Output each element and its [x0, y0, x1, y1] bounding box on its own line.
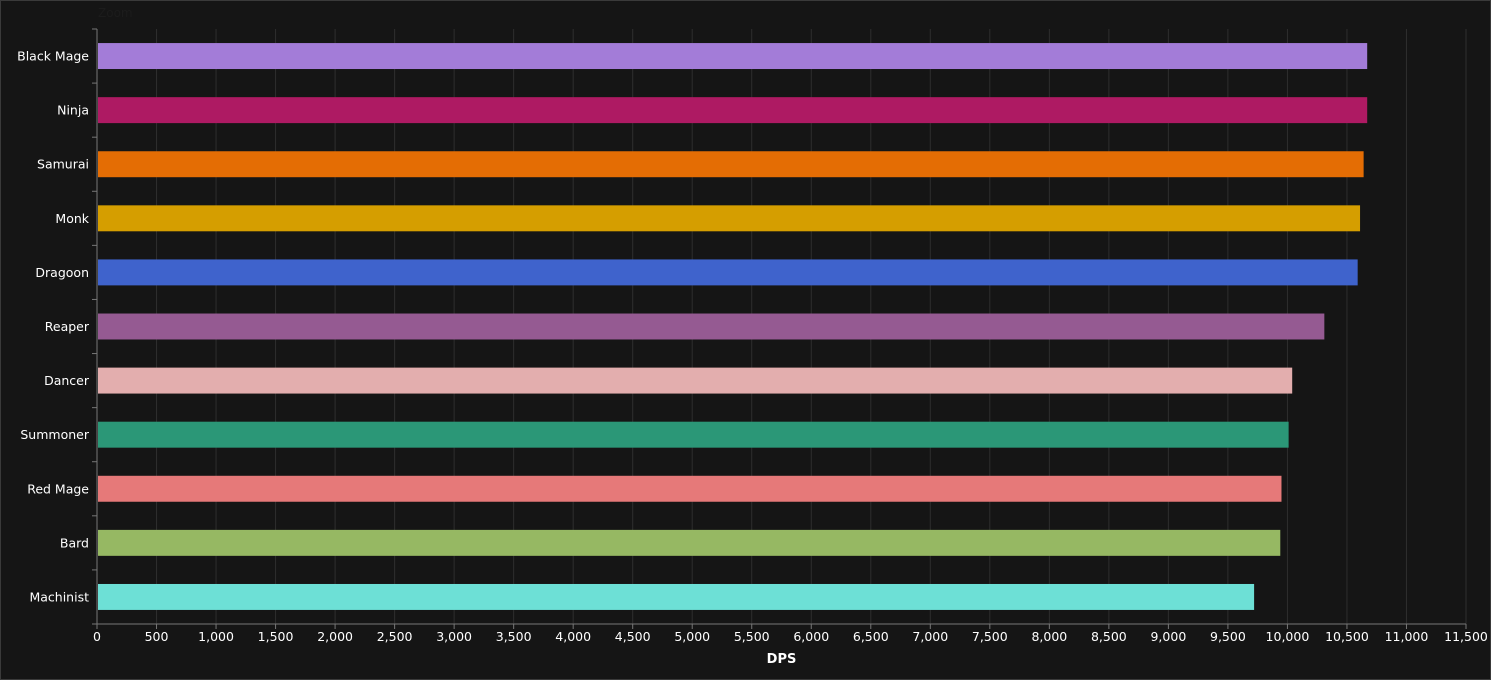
x-tick-label: 9,000 — [1150, 629, 1186, 644]
category-label: Machinist — [29, 589, 89, 604]
x-tick-label: 1,500 — [258, 629, 294, 644]
x-tick-label: 2,000 — [317, 629, 353, 644]
x-tick-label: 3,500 — [496, 629, 532, 644]
x-tick-label: 0 — [93, 629, 101, 644]
x-tick-label: 11,500 — [1444, 629, 1488, 644]
x-tick-label: 6,000 — [793, 629, 829, 644]
bar — [98, 475, 1282, 502]
x-tick-label: 4,000 — [555, 629, 591, 644]
bar — [98, 367, 1293, 394]
x-axis: 0 500 1,000 1,500 2,000 2,500 3,000 3,500 4,000 4… — [93, 623, 1488, 644]
bars — [98, 43, 1368, 610]
bar — [98, 313, 1325, 340]
x-tick-label: 4,500 — [615, 629, 651, 644]
bar — [98, 97, 1368, 124]
category-label: Dancer — [44, 373, 90, 388]
category-label: Dragoon — [35, 265, 89, 280]
bar — [98, 421, 1289, 448]
x-tick-label: 11,000 — [1385, 629, 1429, 644]
bar — [98, 151, 1364, 178]
x-tick-label: 10,500 — [1325, 629, 1369, 644]
category-label: Ninja — [57, 103, 89, 118]
category-label: Summoner — [20, 427, 89, 442]
bar — [98, 205, 1361, 232]
x-tick-label: 6,500 — [853, 629, 889, 644]
x-tick-label: 500 — [145, 629, 169, 644]
x-tick-label: 5,500 — [734, 629, 770, 644]
category-label: Samurai — [37, 157, 89, 172]
zoom-button[interactable]: Zoom — [98, 6, 133, 20]
bar — [98, 259, 1358, 286]
category-label: Bard — [60, 535, 89, 550]
y-axis: Black Mage Ninja Samurai Monk Dragoon Reaper D… — [17, 28, 98, 625]
bar — [98, 43, 1368, 70]
x-tick-label: 1,000 — [198, 629, 234, 644]
x-axis-title: DPS — [767, 652, 797, 667]
x-tick-label: 7,000 — [912, 629, 948, 644]
x-tick-label: 8,500 — [1091, 629, 1127, 644]
category-label: Black Mage — [17, 49, 89, 64]
x-tick-label: 3,000 — [436, 629, 472, 644]
x-tick-label: 9,500 — [1210, 629, 1246, 644]
category-label: Reaper — [45, 319, 90, 334]
bar — [98, 583, 1255, 610]
x-tick-label: 5,000 — [674, 629, 710, 644]
bar — [98, 529, 1281, 556]
x-tick-label: 8,000 — [1031, 629, 1067, 644]
x-tick-label: 7,500 — [972, 629, 1008, 644]
x-tick-label: 10,000 — [1266, 629, 1310, 644]
category-label: Red Mage — [27, 481, 89, 496]
category-label: Monk — [55, 211, 89, 226]
x-tick-label: 2,500 — [377, 629, 413, 644]
